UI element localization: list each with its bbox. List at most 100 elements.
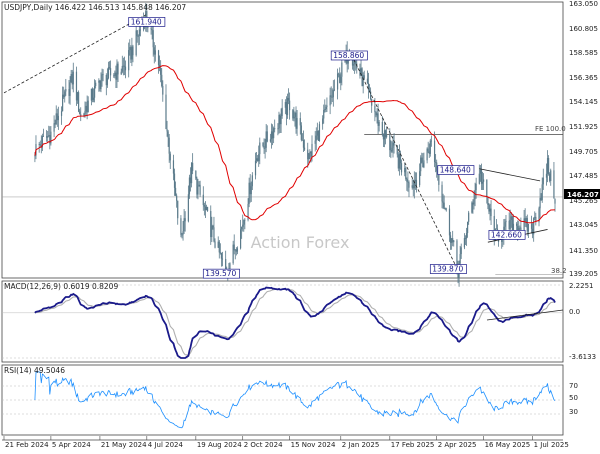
candle-body (495, 228, 497, 230)
candle-body (504, 222, 506, 227)
candle-body (414, 179, 416, 182)
price-panel: Action Forex 161.940 158.860 139.570 148.64… (2, 3, 567, 287)
candle-body (210, 211, 212, 238)
candle-body (90, 88, 92, 101)
candle-body (486, 179, 488, 198)
candle-body (341, 62, 343, 77)
candle-body (433, 140, 436, 163)
candle-body (62, 94, 64, 112)
candle-body (69, 82, 71, 96)
candle-body (284, 102, 286, 108)
candle-body (259, 142, 261, 155)
dashed-trendline (3, 14, 146, 94)
candle-body (139, 29, 142, 31)
candle-body (196, 178, 198, 195)
candle-body (236, 248, 239, 252)
candle-body (338, 73, 340, 75)
macd-tick-label: 0.0 (569, 308, 580, 316)
candle-body (218, 241, 220, 253)
candle-body (64, 91, 66, 98)
candle-body (117, 63, 119, 75)
candle-body (370, 91, 372, 100)
candle-body (101, 74, 103, 81)
candle-body (460, 247, 462, 255)
candle-body (128, 50, 130, 71)
candle-body (92, 97, 95, 100)
y-tick-label: 158.585 (569, 49, 598, 57)
candle-body (152, 30, 154, 48)
candle-body (241, 226, 243, 230)
candle-body (274, 128, 276, 130)
candle-body (333, 89, 335, 91)
candle-body (247, 203, 249, 220)
candle-body (151, 29, 153, 31)
candle-body (367, 83, 370, 90)
candle-body (255, 158, 258, 161)
candle-body (157, 50, 160, 65)
candle-body (464, 238, 467, 239)
candle-body (419, 171, 421, 186)
candle-body (75, 71, 78, 101)
current-price-marker (564, 189, 600, 199)
candle-body (519, 227, 521, 229)
y-tick-label: 141.350 (569, 247, 598, 255)
candle-body (48, 135, 50, 137)
candle-body (273, 128, 275, 139)
candle-body (527, 223, 529, 232)
candle-body (438, 174, 440, 185)
y-tick-label: 160.805 (569, 25, 598, 33)
candle-body (220, 253, 223, 259)
candle-body (132, 46, 134, 56)
candle-body (65, 89, 67, 92)
candle-body (310, 151, 312, 157)
swing-label: 139.570 (205, 269, 236, 278)
candle-body (549, 173, 551, 181)
candle-body (176, 195, 178, 201)
candle-body (397, 154, 399, 169)
candle-body (109, 68, 112, 76)
candle-body (299, 118, 301, 126)
candle-body (453, 240, 455, 243)
candle-body (538, 208, 540, 223)
candle-body (167, 131, 169, 138)
y-tick-label: 154.145 (569, 98, 598, 106)
candle-body (308, 153, 310, 160)
candle-body (56, 113, 58, 121)
y-tick-label: 145.265 (569, 197, 598, 205)
candle-body (509, 219, 511, 230)
candle-body (166, 129, 168, 132)
candle-body (281, 107, 283, 117)
candle-body (488, 205, 490, 212)
candle-body (91, 88, 94, 100)
x-tick-label: 4 Jul 2024 (148, 441, 184, 449)
candle-body (257, 158, 259, 162)
candle-body (354, 61, 356, 65)
candle-body (115, 72, 117, 80)
candle-body (289, 100, 291, 111)
candle-body (478, 173, 480, 184)
macd-tick-label: 2.2251 (569, 282, 594, 290)
macd-header: MACD(12,26,9) 0.6019 0.8209 (4, 282, 118, 291)
candle-body (525, 218, 527, 222)
candle-body (286, 97, 289, 116)
y-tick-label: 151.925 (569, 123, 598, 131)
swing-label: 158.860 (333, 51, 364, 60)
candle-body (135, 30, 137, 56)
candle-body (422, 162, 424, 168)
candle-body (161, 74, 163, 86)
candle-body (84, 110, 86, 114)
current-price-label: 146.207 (567, 191, 599, 199)
y-tick-label: 149.705 (569, 148, 598, 156)
swing-label-box (488, 230, 526, 240)
candle-body (534, 216, 536, 219)
candle-body (315, 135, 317, 141)
x-tick-label: 2 Jan 2025 (342, 441, 380, 449)
candle-body (384, 130, 387, 138)
candle-body (542, 177, 544, 185)
candle-body (314, 140, 316, 144)
candle-body (254, 160, 257, 176)
candle-body (130, 47, 132, 60)
candle-body (303, 147, 306, 150)
macd-reference-lines (2, 284, 563, 359)
